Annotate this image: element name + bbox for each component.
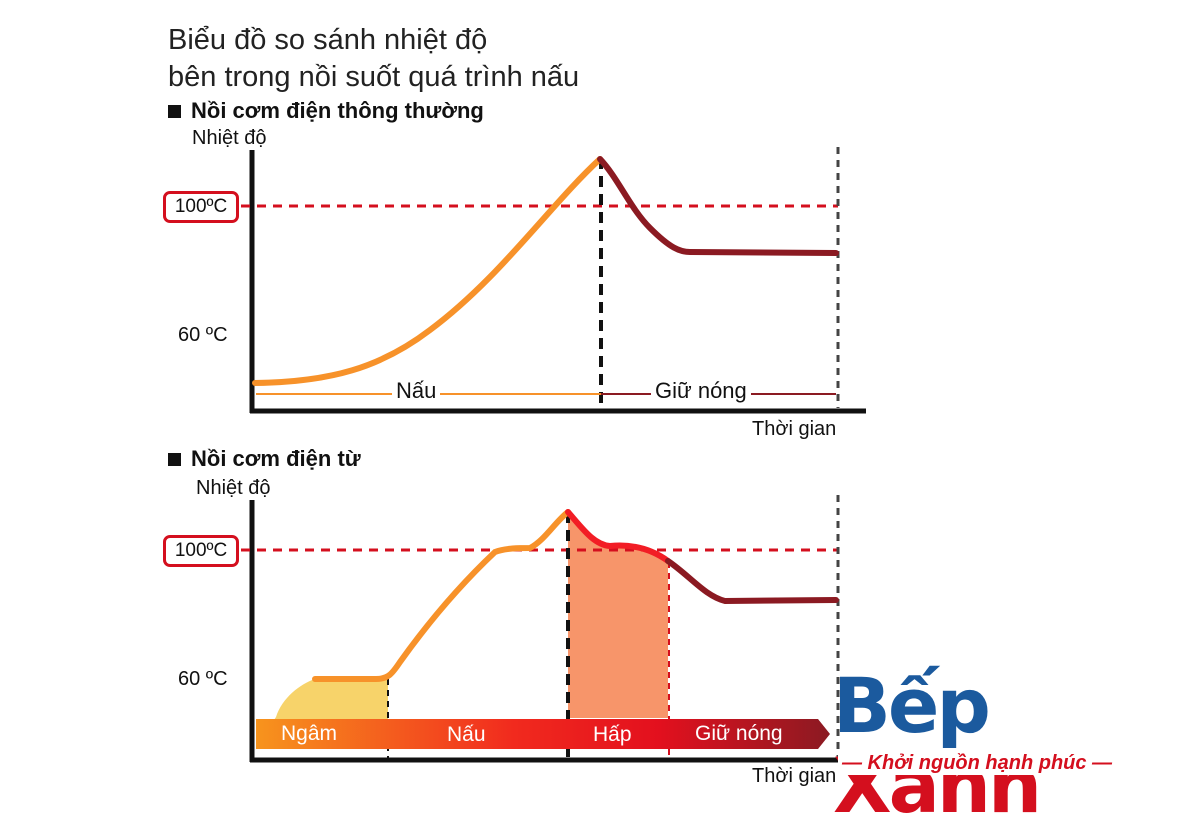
bullet-icon	[168, 104, 181, 118]
chart-2-phase-bar	[256, 719, 830, 749]
chart-1-phase-keep-warm: Giữ nóng	[651, 378, 751, 404]
chart-2-xlabel: Thời gian	[752, 765, 837, 787]
chart-1	[241, 147, 866, 414]
chart-1-xlabel: Thời gian	[752, 418, 837, 440]
chart-2-phase-soak: Ngâm	[281, 722, 338, 745]
chart-1-title-text: Nồi cơm điện thông thường	[191, 98, 484, 123]
chart-1-curve-cook	[252, 156, 603, 386]
brand-name-part-1: Bếp	[833, 661, 991, 750]
chart-1-tick-60: 60 ºC	[178, 324, 228, 346]
chart-2-curve-keep-warm	[665, 558, 839, 605]
chart-2-curve-soak-cook	[312, 509, 571, 682]
chart-title: Biểu đồ so sánh nhiệt độ bên trong nồi s…	[168, 22, 579, 96]
chart-1-tick-100: 100ºC	[163, 191, 239, 223]
title-line-1: Biểu đồ so sánh nhiệt độ	[168, 24, 488, 56]
charts-svg	[241, 147, 866, 763]
chart-2-phase-keep-warm: Giữ nóng	[695, 722, 783, 745]
brand-tagline: — Khởi nguồn hạnh phúc —	[838, 752, 1117, 775]
chart-2-tick-100: 100ºC	[163, 535, 239, 567]
chart-2-ylabel: Nhiệt độ	[196, 477, 271, 499]
chart-2-phase-steam: Hấp	[593, 723, 632, 746]
chart-1-curve-keep-warm	[597, 156, 839, 256]
chart-2-curve-steam	[565, 509, 671, 564]
chart-2-title-text: Nồi cơm điện từ	[191, 446, 361, 471]
brand-logo: Bếp Xanh	[833, 666, 1200, 826]
chart-2-phase-cook: Nấu	[447, 723, 486, 746]
bullet-icon	[168, 452, 181, 466]
chart-1-title: Nồi cơm điện thông thường	[168, 98, 484, 124]
chart-2	[241, 495, 866, 763]
chart-2-tick-60: 60 ºC	[178, 668, 228, 690]
chart-1-ylabel: Nhiệt độ	[192, 127, 267, 149]
title-line-2: bên trong nồi suốt quá trình nấu	[168, 61, 580, 93]
chart-1-phase-cook: Nấu	[392, 378, 441, 404]
chart-2-title: Nồi cơm điện từ	[168, 446, 361, 472]
chart-2-steam-area	[568, 513, 668, 718]
